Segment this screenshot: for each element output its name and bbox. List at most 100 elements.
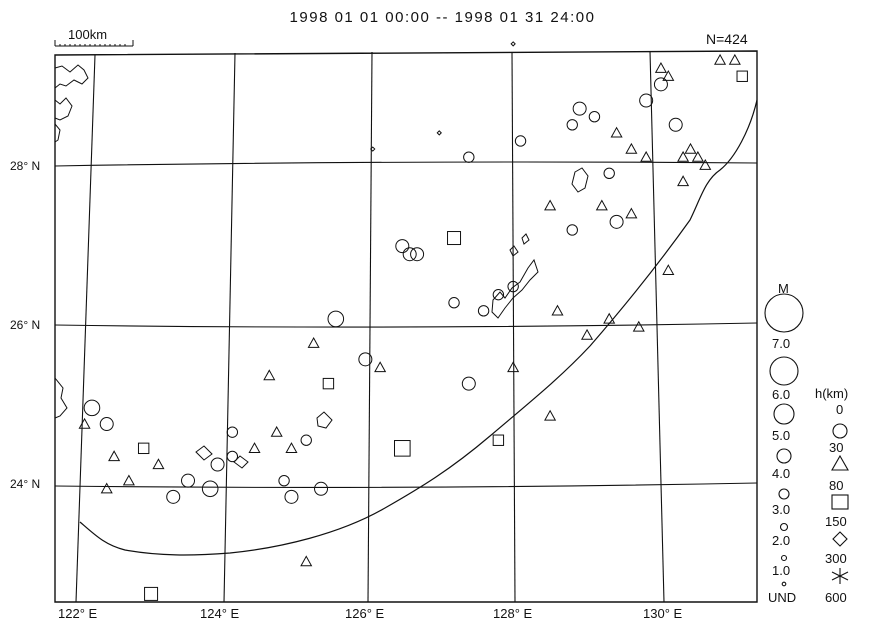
earthquake-triangle	[108, 450, 121, 462]
legend-depth-label: 30	[829, 440, 844, 455]
earthquake-triangle	[544, 409, 557, 421]
legend-m3-circle	[778, 488, 790, 500]
earthquake-circle	[99, 417, 114, 432]
legend-m-label: 6.0	[772, 387, 791, 402]
lon-label-122: 122° E	[58, 606, 98, 621]
map-frame	[54, 50, 758, 603]
lat-label-26: 26° N	[10, 318, 41, 332]
earthquake-square	[447, 231, 462, 246]
earthquake-circle	[226, 450, 239, 463]
legend-depth-title: h(km)	[815, 386, 849, 401]
earthquake-triangle	[580, 328, 594, 340]
legend-depth-label: 80	[829, 478, 844, 493]
earthquake-square	[394, 440, 411, 457]
earthquake-triangle	[374, 361, 387, 373]
earthquake-triangle	[270, 425, 283, 437]
earthquake-square	[137, 442, 150, 455]
earthquake-triangle	[640, 150, 653, 162]
earthquake-circle	[653, 77, 668, 92]
legend-depth-label: 0	[836, 402, 844, 417]
earthquake-triangle	[632, 320, 645, 332]
lon-label-126: 126° E	[345, 606, 385, 621]
scale-bar	[54, 40, 134, 47]
earthquake-triangle	[263, 369, 276, 381]
legend-m-label: 2.0	[772, 533, 791, 548]
earthquake-triangle	[677, 175, 690, 187]
legend-depth-triangle	[831, 454, 849, 471]
earthquake-triangle	[662, 70, 675, 81]
earthquake-circle	[402, 247, 417, 262]
legend-depth-diamond	[832, 531, 848, 547]
earthquake-diamond	[436, 130, 442, 136]
legend-m1-circle	[780, 554, 788, 562]
magnitude-legend	[764, 293, 804, 587]
earthquake-square	[736, 70, 748, 82]
legend-depth-circle	[832, 423, 848, 439]
ryukyu-trench	[79, 99, 758, 556]
earthquake-square	[492, 434, 505, 446]
earthquake-circle	[181, 473, 196, 488]
earthquake-triangle	[285, 442, 298, 453]
earthquake-circle	[514, 135, 527, 147]
earthquake-triangle	[507, 361, 520, 373]
legend-m-label: UND	[768, 590, 797, 605]
earthquake-circle	[477, 305, 490, 317]
scale-bar-label: 100km	[68, 27, 108, 42]
earthquake-circle	[566, 224, 578, 236]
legend-m4-circle	[776, 448, 792, 464]
legend-m-label: 5.0	[772, 428, 791, 443]
earthquake-triangle	[625, 207, 638, 219]
earthquake-symbols	[78, 41, 748, 601]
earthquake-circle	[201, 480, 219, 498]
earthquake-circle	[300, 434, 312, 446]
earthquake-triangle	[544, 199, 557, 211]
earthquake-triangle	[248, 442, 261, 453]
earthquake-circle	[314, 481, 329, 496]
earthquake-triangle	[625, 142, 638, 154]
earthquake-triangle	[551, 304, 564, 316]
longitude-gridlines	[75, 50, 665, 603]
earthquake-triangle	[300, 555, 313, 567]
legend-depth-label: 300	[825, 551, 847, 566]
legend-m5-circle	[773, 403, 795, 425]
legend-m2-circle	[779, 522, 789, 532]
earthquake-circle	[410, 247, 425, 262]
earthquake-triangle	[78, 417, 91, 429]
earthquake-circle	[603, 167, 615, 180]
earthquake-circle	[327, 310, 345, 328]
earthquake-triangle	[728, 53, 741, 65]
legend-depth-label: 150	[825, 514, 847, 529]
earthquake-square	[322, 377, 335, 390]
earthquake-circle	[492, 288, 505, 301]
earthquake-triangle	[610, 126, 623, 138]
earthquake-diamond	[370, 146, 376, 152]
lat-label-24: 24° N	[10, 477, 41, 491]
earthquake-triangle	[714, 53, 727, 65]
earthquake-circle	[639, 93, 654, 108]
earthquake-diamond	[510, 41, 516, 47]
earthquake-circle	[588, 111, 601, 123]
legend-depth-square	[831, 494, 849, 510]
earthquake-triangle	[122, 474, 135, 486]
earthquake-circle	[572, 101, 587, 116]
legend-m7-circle	[764, 293, 804, 333]
legend-m-label: 3.0	[772, 502, 791, 517]
earthquake-circle	[83, 399, 101, 417]
earthquake-circle	[463, 151, 475, 163]
earthquake-circle	[395, 239, 410, 254]
legend-m6-circle	[769, 356, 799, 386]
earthquake-triangle	[699, 159, 712, 170]
earthquake-circle	[278, 474, 290, 487]
earthquake-triangle	[595, 199, 608, 211]
earthquake-triangle	[654, 61, 667, 73]
event-count: N=424	[706, 31, 748, 47]
earthquake-circle	[226, 426, 239, 438]
earthquake-circle	[166, 489, 181, 504]
earthquake-circle	[609, 214, 624, 229]
legend-m-label: 1.0	[772, 563, 791, 578]
legend-m-label: 7.0	[772, 336, 791, 351]
latitude-gridlines	[54, 161, 758, 489]
earthquake-triangle	[662, 264, 675, 276]
earthquake-triangle	[100, 482, 113, 494]
